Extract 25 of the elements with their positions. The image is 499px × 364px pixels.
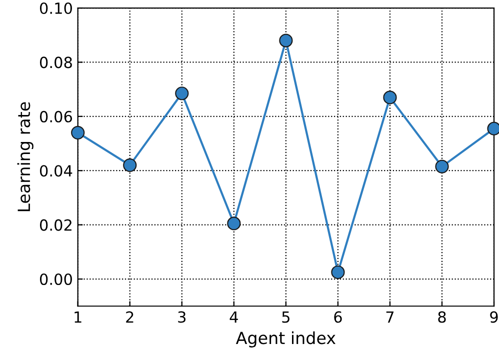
x-axis-title: Agent index [236, 331, 336, 348]
point [227, 216, 241, 230]
y-tick-label: 0.00 [40, 273, 72, 286]
point [71, 126, 85, 140]
x-tick-label: 3 [178, 311, 186, 323]
y-axis-title: Learning rate [17, 102, 34, 212]
point [383, 90, 397, 104]
x-tick-label: 7 [386, 311, 394, 323]
y-tick-label: 0.04 [40, 165, 72, 177]
x-tick-label: 1 [74, 311, 82, 323]
x-tick-label: 8 [438, 311, 446, 323]
point [435, 160, 449, 174]
y-tick-label: 0.08 [40, 56, 72, 68]
point [123, 158, 137, 172]
x-tick-label: 6 [334, 311, 342, 323]
y-tick-label: 0.06 [40, 110, 72, 122]
x-tick-label: 4 [230, 311, 238, 323]
point [331, 265, 345, 280]
point [175, 86, 189, 100]
x-tick-label: 2 [126, 311, 134, 323]
y-tick-label: 0.02 [40, 219, 72, 231]
point [279, 34, 293, 48]
y-tick-label: 0.10 [40, 2, 72, 14]
x-tick-label: 5 [282, 311, 290, 323]
x-tick-label: 9 [490, 311, 498, 323]
